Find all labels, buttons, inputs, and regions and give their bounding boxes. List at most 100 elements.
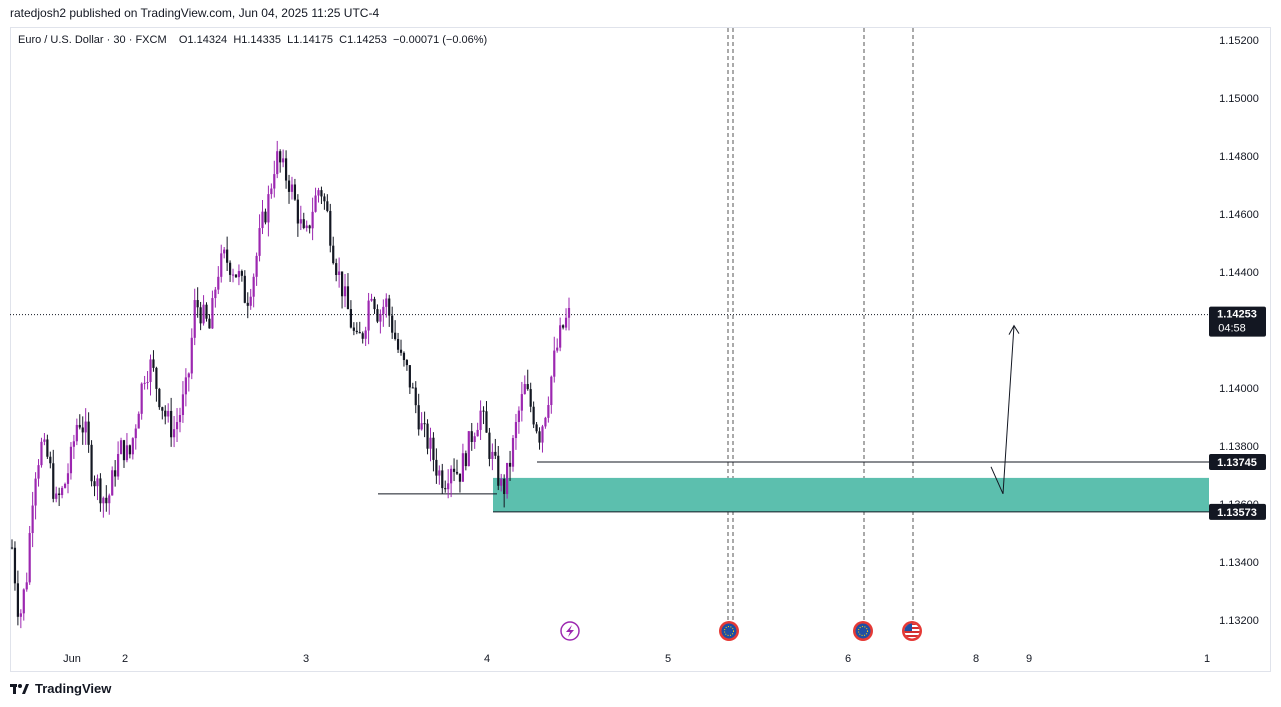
candle-body (411, 387, 414, 389)
candle-body (170, 410, 173, 438)
candle-body (261, 211, 264, 229)
candle-body (58, 493, 61, 496)
candle-body (326, 201, 329, 211)
candle-body (402, 352, 406, 361)
price-label-lower: 1.13573 (1209, 503, 1266, 520)
candle-body (237, 271, 241, 278)
candle-body (69, 446, 73, 474)
candle-body (308, 225, 311, 229)
demand-zone[interactable] (493, 477, 1209, 512)
candle-body (240, 271, 243, 276)
lower-level-text: 1.13573 (1217, 507, 1257, 519)
candle-body (155, 367, 158, 389)
projection-arrow[interactable] (990, 324, 1020, 495)
candle-body (329, 210, 332, 246)
candle-body (556, 347, 559, 351)
candle-body (116, 453, 120, 477)
candle-body (172, 429, 176, 438)
candle-body (13, 547, 17, 584)
candle-body (223, 249, 226, 254)
time-tick-label: 5 (665, 653, 671, 665)
candle-body (75, 424, 78, 442)
candle-body (514, 422, 518, 439)
candle-body (438, 470, 441, 476)
footer-brand: TradingView (10, 681, 111, 696)
candle-body (108, 495, 111, 504)
candle-body (429, 437, 432, 449)
candle-body (273, 174, 276, 189)
chart-frame (10, 27, 1271, 672)
price-tick-label: 1.14400 (1219, 267, 1259, 279)
candle-body (508, 462, 512, 467)
price-tick-label: 1.13400 (1219, 557, 1259, 569)
eu-flag-icon[interactable] (853, 621, 873, 641)
candle-body (296, 199, 299, 224)
candle-body (293, 184, 297, 200)
candle-body (190, 337, 193, 374)
candle-body (441, 470, 444, 489)
symbol-name[interactable]: Euro / U.S. Dollar (18, 34, 104, 46)
candle-body (282, 158, 285, 163)
price-tick-label: 1.14800 (1219, 151, 1259, 163)
candle-body (84, 421, 87, 433)
candle-body (102, 497, 105, 504)
candle-body (550, 376, 553, 406)
symbol-info-line: Euro / U.S. Dollar · 30 · FXCM O1.14324 … (18, 34, 488, 46)
candle-body (529, 389, 532, 407)
candle-body (55, 493, 58, 499)
candle-body (408, 365, 411, 388)
candle-body (461, 453, 465, 482)
candle-body (49, 456, 52, 464)
time-axis[interactable]: Jun 2 3 4 5 6 8 9 1 (63, 653, 1210, 665)
candle-body (246, 302, 249, 306)
candle-body (388, 298, 391, 316)
candle-body (491, 451, 494, 459)
candle-body (134, 428, 137, 439)
time-tick-label: 8 (973, 653, 979, 665)
candle-body (111, 470, 114, 496)
candle-body (276, 151, 279, 175)
candle-body (535, 424, 538, 432)
candle-body (526, 384, 529, 390)
lightning-icon[interactable] (560, 621, 580, 641)
candle-body (114, 470, 117, 477)
candle-body (352, 327, 355, 331)
time-tick-label: Jun (63, 653, 81, 665)
candle-body (426, 423, 429, 449)
candle-body (503, 478, 506, 495)
candle-body (184, 377, 187, 395)
event-icons[interactable] (560, 621, 922, 641)
candle-body (175, 422, 179, 430)
candle-body (10, 547, 14, 549)
candle-body (517, 410, 520, 423)
footer-brand-text: TradingView (35, 681, 112, 696)
candle-body (340, 271, 344, 297)
candle-body (458, 473, 462, 482)
eu-flag-icon[interactable] (719, 621, 739, 641)
candle-body (473, 436, 476, 442)
candle-body (267, 194, 270, 223)
candle-body (305, 225, 308, 228)
candle-body (562, 325, 565, 328)
tradingview-logo-icon (10, 683, 29, 694)
ohlc-high: H1.14335 (233, 34, 282, 46)
candle-body (105, 497, 108, 504)
time-tick-label: 9 (1026, 653, 1032, 665)
candle-body (66, 473, 70, 484)
ohlc-open: O1.14324 (178, 34, 228, 46)
time-tick-label: 6 (845, 653, 851, 665)
candle-body (63, 483, 67, 488)
candle-body (19, 613, 22, 617)
candle-body (61, 487, 64, 496)
candle-body (140, 383, 143, 414)
us-flag-icon[interactable] (902, 621, 922, 641)
candle-body (137, 413, 140, 429)
candle-body (228, 262, 232, 275)
candle-body (355, 330, 358, 333)
ohlc-close: C1.14253 (339, 34, 387, 46)
candle-body (167, 410, 170, 417)
candle-body (538, 431, 541, 443)
candle-body (450, 468, 453, 484)
candle-body (452, 468, 456, 472)
